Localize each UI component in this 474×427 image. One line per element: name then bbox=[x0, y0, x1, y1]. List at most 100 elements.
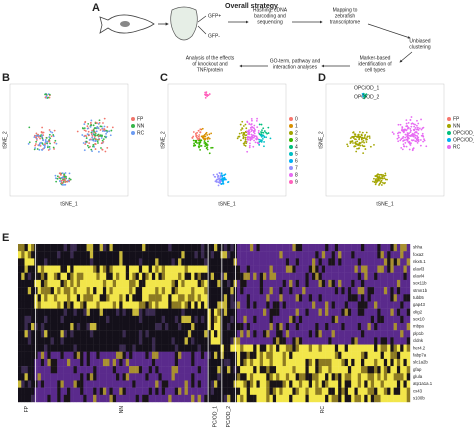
heatmap-cell bbox=[292, 373, 296, 381]
heatmap-cell bbox=[223, 315, 228, 324]
heatmap-cell bbox=[357, 272, 362, 281]
cell-point bbox=[384, 172, 387, 175]
heatmap-cell bbox=[220, 323, 224, 331]
heatmap-cell bbox=[135, 323, 140, 331]
heatmap-cell bbox=[53, 308, 58, 317]
heatmap-cell bbox=[181, 351, 185, 360]
heatmap-cell bbox=[116, 265, 120, 273]
heatmap-cell bbox=[289, 344, 293, 352]
heatmap-cell bbox=[328, 279, 332, 288]
cell-point bbox=[386, 178, 388, 181]
panel-letter: C bbox=[160, 72, 168, 84]
heatmap-cell bbox=[191, 380, 195, 388]
heatmap-cell bbox=[282, 294, 287, 302]
heatmap-cell bbox=[106, 394, 110, 403]
heatmap-cell bbox=[256, 387, 260, 396]
heatmap-cell bbox=[246, 351, 251, 360]
heatmap-cell bbox=[347, 337, 352, 345]
heatmap-cell bbox=[40, 251, 45, 259]
cell-point bbox=[252, 131, 255, 134]
heatmap-cell bbox=[256, 344, 260, 352]
heatmap-cell bbox=[31, 301, 35, 309]
heatmap-cell bbox=[112, 294, 117, 302]
heatmap-cell bbox=[165, 287, 169, 295]
heatmap-cell bbox=[354, 323, 358, 331]
step-label: Unbiased bbox=[409, 38, 430, 44]
heatmap-cell bbox=[289, 265, 293, 273]
cell-point bbox=[205, 91, 208, 94]
heatmap-cell bbox=[312, 387, 316, 396]
heatmap-cell bbox=[86, 330, 91, 338]
heatmap-cell bbox=[171, 258, 175, 266]
heatmap-cell bbox=[168, 380, 172, 388]
heatmap-cell bbox=[406, 344, 411, 352]
heatmap-cell bbox=[135, 387, 140, 396]
heatmap-cell bbox=[272, 373, 277, 381]
heatmap-cell bbox=[119, 344, 123, 352]
heatmap-cell bbox=[99, 351, 104, 360]
heatmap-cell bbox=[184, 251, 189, 259]
heatmap-cell bbox=[96, 366, 100, 374]
heatmap-cell bbox=[344, 330, 349, 338]
heatmap-cell bbox=[400, 294, 404, 302]
heatmap-cell bbox=[168, 351, 172, 360]
heatmap-cell bbox=[93, 323, 97, 331]
heatmap-cell bbox=[70, 315, 74, 324]
heatmap-cell bbox=[145, 373, 149, 381]
cell-point bbox=[359, 135, 362, 138]
heatmap-cell bbox=[302, 330, 306, 338]
cell-point bbox=[213, 175, 216, 178]
heatmap-cell bbox=[83, 351, 87, 360]
heatmap-cell bbox=[138, 344, 143, 352]
heatmap-cell bbox=[243, 373, 247, 381]
heatmap-cell bbox=[73, 258, 77, 266]
heatmap-cell bbox=[109, 308, 113, 317]
heatmap-cell bbox=[259, 337, 264, 345]
heatmap-cell bbox=[135, 344, 140, 352]
heatmap-cell bbox=[305, 344, 309, 352]
heatmap-cell bbox=[129, 258, 133, 266]
heatmap-cell bbox=[89, 387, 94, 396]
heatmap-cell bbox=[236, 265, 241, 273]
cell-point bbox=[87, 146, 90, 149]
heatmap-cell bbox=[194, 294, 198, 302]
cell-point bbox=[357, 133, 360, 136]
heatmap-cell bbox=[112, 330, 117, 338]
heatmap-cell bbox=[161, 330, 166, 338]
heatmap-cell bbox=[315, 373, 319, 381]
heatmap-cell bbox=[361, 337, 365, 345]
heatmap-cell bbox=[334, 337, 339, 345]
heatmap-cell bbox=[83, 272, 87, 281]
heatmap-cell bbox=[315, 287, 319, 295]
heatmap-cell bbox=[302, 258, 306, 266]
heatmap-cell bbox=[204, 330, 208, 338]
cell-point bbox=[246, 130, 248, 133]
heatmap-cell bbox=[184, 315, 189, 324]
heatmap-cell bbox=[60, 394, 64, 403]
heatmap-cell bbox=[171, 373, 175, 381]
heatmap-cell bbox=[249, 258, 254, 266]
heatmap-cell bbox=[289, 272, 293, 281]
heatmap-cell bbox=[383, 287, 388, 295]
heatmap-cell bbox=[308, 323, 313, 331]
cell-point bbox=[102, 122, 104, 124]
cell-point bbox=[84, 130, 87, 132]
heatmap-cell bbox=[187, 373, 192, 381]
heatmap-cell bbox=[315, 308, 319, 317]
heatmap-cell bbox=[34, 344, 38, 352]
heatmap-cell bbox=[187, 294, 192, 302]
heatmap-cell bbox=[34, 387, 38, 396]
cell-point bbox=[206, 134, 209, 136]
heatmap-cell bbox=[73, 294, 77, 302]
heatmap-cell bbox=[403, 258, 407, 266]
cell-point bbox=[365, 137, 367, 140]
heatmap-cell bbox=[191, 287, 195, 295]
heatmap-cell bbox=[50, 287, 55, 295]
heatmap-cell bbox=[106, 387, 110, 396]
heatmap-cell bbox=[230, 323, 234, 331]
heatmap-cell bbox=[328, 294, 332, 302]
heatmap-cell bbox=[321, 279, 326, 288]
heatmap-cell bbox=[220, 265, 224, 273]
heatmap-cell bbox=[334, 387, 339, 396]
heatmap-cell bbox=[165, 394, 169, 403]
